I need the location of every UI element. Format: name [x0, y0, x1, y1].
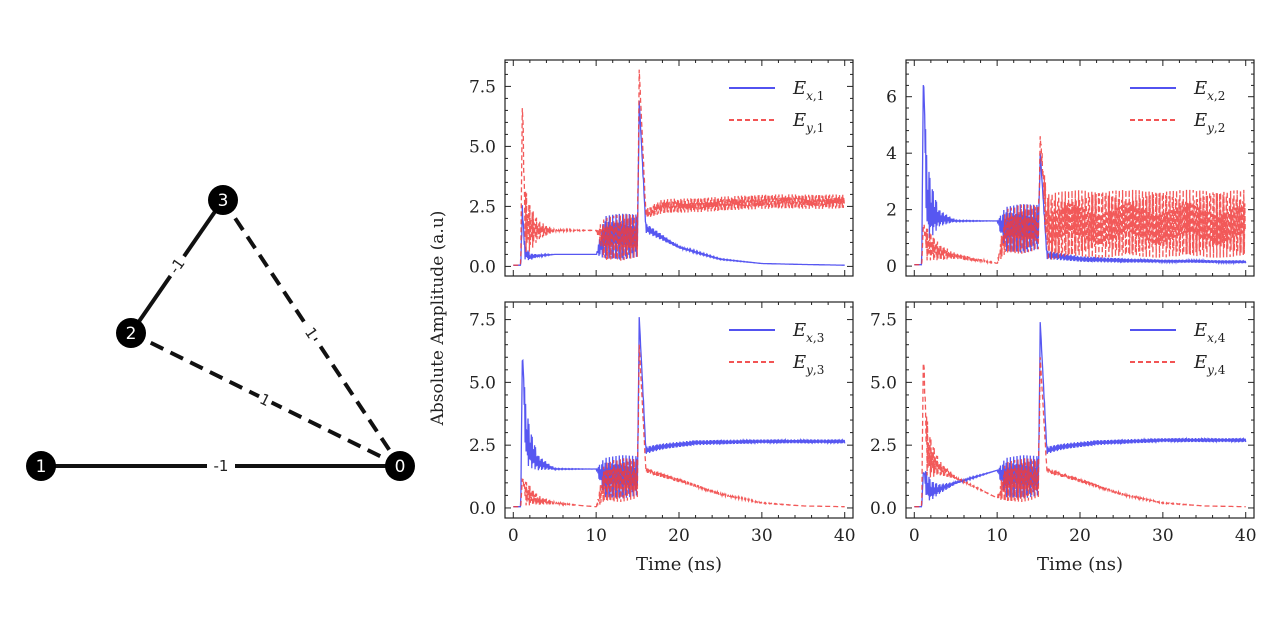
legend-label: Ex,3: [792, 320, 824, 345]
x-axis-label: Time (ns): [1037, 554, 1123, 575]
chart-panel-bottom-right: 0 10 20 30 40 0.0 2.5 5.0 7.5 Time (ns) Ex,4 Ey,4: [870, 301, 1257, 575]
x-tick-label: 10: [986, 526, 1008, 546]
edge-weight-text: -1: [214, 457, 229, 475]
edge-label-3-0: 1: [300, 321, 324, 344]
y-tick-label: 2.5: [870, 436, 897, 456]
y-tick-label: 0.0: [469, 257, 496, 277]
x-tick-label: 0: [909, 526, 920, 546]
legend-label: Ey,3: [792, 352, 824, 377]
edge-label-2-0: 1: [255, 387, 276, 411]
y-tick-label: 2.5: [469, 197, 496, 217]
series-line-y: [914, 357, 1246, 508]
legend-label: Ey,4: [1193, 352, 1226, 377]
edge-2-0: [130, 331, 401, 468]
y-tick-label: 0: [886, 257, 897, 277]
legend-label: Ey,1: [792, 110, 824, 135]
series-line-x: [513, 100, 845, 266]
series-line-y: [513, 344, 845, 508]
y-tick-label: 5.0: [469, 373, 496, 393]
x-tick-label: 20: [668, 526, 690, 546]
x-tick-label: 20: [1069, 526, 1091, 546]
node-2: 2: [116, 318, 146, 348]
shared-y-axis-label: Absolute Amplitude (a.u): [428, 211, 448, 427]
y-tick-label: 0.0: [870, 499, 897, 519]
edge-label-1-0: -1: [207, 457, 235, 475]
x-tick-label: 40: [834, 526, 856, 546]
chart-panel-bottom-left: 0 10 20 30 40 0.0 2.5 5.0 7.5 Time (ns) Ex,3 Ey,3: [469, 301, 856, 575]
x-tick-label: 40: [1235, 526, 1257, 546]
y-tick-label: 7.5: [469, 311, 496, 331]
x-tick-label: 30: [1152, 526, 1174, 546]
network-graph: -1 -1 1 1 0 1 2 3: [26, 185, 415, 481]
series-line-y: [914, 136, 1247, 266]
node-label: 2: [126, 324, 137, 344]
legend-label: Ex,2: [1193, 78, 1225, 103]
y-tick-label: 2.5: [469, 436, 496, 456]
chart-panel-top-right: 0 2 4 6 Ex,2 Ey,2: [886, 59, 1255, 277]
x-tick-label: 0: [508, 526, 519, 546]
node-3: 3: [208, 185, 238, 215]
y-tick-label: 7.5: [469, 77, 496, 97]
legend-label: Ex,4: [1193, 320, 1226, 345]
node-label: 3: [218, 191, 229, 211]
edge-label-2-3: -1: [161, 250, 191, 281]
y-tick-label: 4: [886, 144, 897, 164]
chart-panel-top-left: 0.0 2.5 5.0 7.5 Ex,1 Ey,1: [469, 59, 854, 277]
x-tick-label: 10: [585, 526, 607, 546]
chart-panels: 0.0 2.5 5.0 7.5 Ex,1 Ey,1 0 2 4 6 Ex,2 Ey,2 0 10 20 30 4…: [469, 59, 1257, 575]
legend-label: Ey,2: [1193, 110, 1225, 135]
series-line-x: [914, 322, 1247, 508]
node-1: 1: [26, 451, 56, 481]
node-0: 0: [385, 451, 415, 481]
x-tick-label: 30: [751, 526, 773, 546]
y-tick-label: 5.0: [469, 137, 496, 157]
y-tick-label: 0.0: [469, 499, 496, 519]
y-tick-label: 5.0: [870, 373, 897, 393]
series-line-y: [513, 69, 845, 266]
legend-label: Ex,1: [792, 78, 824, 103]
y-tick-label: 7.5: [870, 311, 897, 331]
node-label: 1: [36, 457, 47, 477]
series-line-x: [914, 84, 1247, 266]
y-tick-label: 6: [886, 88, 897, 108]
x-axis-label: Time (ns): [636, 554, 722, 575]
y-tick-label: 2: [886, 201, 897, 221]
series-line-x: [513, 317, 846, 508]
node-label: 0: [395, 457, 406, 477]
